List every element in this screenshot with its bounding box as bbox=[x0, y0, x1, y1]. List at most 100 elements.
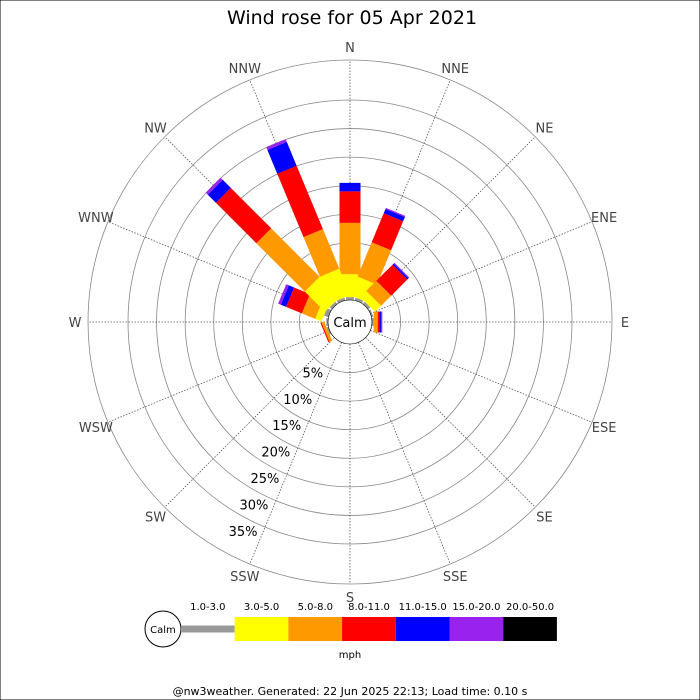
bar-NNW-11.0-15.0 bbox=[267, 141, 297, 174]
calm-circle bbox=[327, 299, 373, 345]
bar-WSW-5.0-8.0 bbox=[321, 321, 333, 342]
bar-NNE-1.0-3.0 bbox=[354, 297, 364, 304]
bar-WSW-1.0-3.0 bbox=[326, 326, 332, 335]
bar-NW-5.0-8.0 bbox=[256, 228, 320, 292]
bar-WNW-11.0-15.0 bbox=[280, 285, 295, 307]
bar-NW-15.0-20.0 bbox=[205, 177, 223, 195]
spoke-SSW bbox=[249, 342, 342, 565]
bar-E-1.0-3.0 bbox=[372, 318, 374, 326]
ring-outer bbox=[87, 59, 613, 585]
direction-label-N: N bbox=[345, 41, 355, 56]
direction-label-SW: SW bbox=[145, 511, 166, 526]
ring-label-35%: 35% bbox=[229, 525, 258, 540]
bar-NNE-5.0-8.0 bbox=[357, 242, 392, 285]
bar-NNE-15.0-20.0 bbox=[385, 207, 406, 217]
ring-label-10%: 10% bbox=[283, 393, 312, 408]
bar-E-11.0-15.0 bbox=[379, 311, 382, 333]
chart-title: Wind rose for 05 Apr 2021 bbox=[227, 7, 477, 29]
bar-WNW-8.0-11.0 bbox=[286, 287, 310, 314]
bar-N-5.0-8.0 bbox=[339, 222, 361, 275]
legend-swatch-5.0-8.0 bbox=[288, 617, 343, 641]
bar-NNW-1.0-3.0 bbox=[336, 297, 346, 304]
direction-bars bbox=[205, 139, 410, 343]
ring-label-5%: 5% bbox=[302, 366, 323, 381]
legend-swatch-8.0-11.0 bbox=[342, 617, 396, 641]
direction-labels: N NNE NE ENE E ESE SE SSE S SSW SW WSW W WNW NW NNW bbox=[69, 41, 630, 606]
spoke-SW bbox=[164, 337, 335, 508]
ring-label-25%: 25% bbox=[250, 472, 279, 487]
spoke-SSE bbox=[358, 342, 451, 565]
direction-label-SSW: SSW bbox=[230, 570, 260, 585]
direction-label-ESE: ESE bbox=[592, 421, 617, 436]
bar-NW-3.0-5.0 bbox=[304, 276, 340, 312]
legend-label-20.0-50.0: 20.0-50.0 bbox=[506, 602, 554, 613]
ring-labels: 5% 10% 15% 20% 25% 30% 35% bbox=[229, 366, 324, 539]
bar-E-5.0-8.0 bbox=[373, 311, 378, 333]
legend-unit: mph bbox=[339, 650, 361, 661]
legend-swatch-15.0-20.0 bbox=[449, 617, 504, 641]
direction-label-NNE: NNE bbox=[441, 62, 469, 77]
direction-label-WSW: WSW bbox=[79, 421, 113, 436]
bar-W-1.0-3.0 bbox=[326, 318, 328, 326]
bar-WNW-15.0-20.0 bbox=[278, 284, 289, 305]
calm-label: Calm bbox=[333, 316, 366, 331]
bar-NNW-5.0-8.0 bbox=[303, 229, 340, 277]
ring-label-15%: 15% bbox=[272, 419, 301, 434]
direction-label-W: W bbox=[69, 316, 82, 331]
bar-NW-1.0-3.0 bbox=[329, 301, 338, 310]
bar-ENE-1.0-3.0 bbox=[368, 309, 374, 318]
footer-text: @nw3weather. Generated: 22 Jun 2025 22:1… bbox=[173, 685, 528, 698]
bar-NE-1.0-3.0 bbox=[362, 301, 371, 310]
legend-label-5.0-8.0: 5.0-8.0 bbox=[298, 602, 333, 613]
bar-NNW-15.0-20.0 bbox=[266, 139, 287, 150]
bar-NE-15.0-20.0 bbox=[393, 262, 410, 279]
legend-calm-label: Calm bbox=[150, 625, 176, 636]
bar-E-8.0-11.0 bbox=[377, 311, 380, 333]
calm-center: Calm bbox=[327, 299, 373, 345]
direction-label-SE: SE bbox=[536, 511, 552, 526]
spoke-ESE bbox=[370, 330, 593, 423]
ring-label-20%: 20% bbox=[261, 446, 290, 461]
bar-N-8.0-11.0 bbox=[339, 191, 361, 223]
bar-NNE-8.0-11.0 bbox=[371, 213, 404, 251]
bar-WNW-1.0-3.0 bbox=[323, 308, 332, 318]
ring-25% bbox=[184, 156, 516, 488]
legend-label-11.0-15.0: 11.0-15.0 bbox=[399, 602, 447, 613]
direction-label-ENE: ENE bbox=[591, 211, 617, 226]
direction-label-S: S bbox=[346, 591, 354, 606]
direction-label-E: E bbox=[621, 316, 629, 331]
bar-NE-11.0-15.0 bbox=[392, 263, 409, 280]
direction-label-SSE: SSE bbox=[443, 570, 468, 585]
direction-label-NE: NE bbox=[536, 122, 554, 137]
legend-label-15.0-20.0: 15.0-20.0 bbox=[452, 602, 500, 613]
bar-NE-8.0-11.0 bbox=[376, 264, 408, 296]
spoke-SE bbox=[365, 337, 536, 508]
legend-swatch-20.0-50.0 bbox=[503, 617, 557, 641]
direction-label-WNW: WNW bbox=[78, 211, 114, 226]
bar-E-15.0-20.0 bbox=[381, 311, 383, 333]
legend-label-1.0-3.0: 1.0-3.0 bbox=[190, 602, 225, 613]
legend-label-8.0-11.0: 8.0-11.0 bbox=[348, 602, 390, 613]
ring-35% bbox=[127, 99, 573, 545]
bar-NNE-11.0-15.0 bbox=[383, 209, 405, 222]
spoke-WSW bbox=[107, 330, 330, 423]
bar-NE-3.0-5.0 bbox=[360, 290, 382, 312]
bar-N-1.0-3.0 bbox=[346, 297, 354, 300]
bar-WSW-8.0-11.0 bbox=[320, 322, 330, 343]
bar-NW-8.0-11.0 bbox=[215, 187, 272, 244]
bar-NNW-3.0-5.0 bbox=[319, 268, 351, 304]
legend-swatch-11.0-15.0 bbox=[395, 617, 450, 641]
ring-label-30%: 30% bbox=[239, 498, 268, 513]
direction-label-NW: NW bbox=[144, 122, 167, 137]
direction-label-NNW: NNW bbox=[229, 62, 261, 77]
bar-NNW-8.0-11.0 bbox=[277, 165, 323, 238]
legend-label-3.0-5.0: 3.0-5.0 bbox=[244, 602, 279, 613]
speed-legend: Calm 1.0-3.0 3.0-5.0 5.0-8.0 8.0-11.0 11.0-1… bbox=[144, 602, 557, 661]
legend-swatch-3.0-5.0 bbox=[234, 617, 289, 641]
bar-NE-5.0-8.0 bbox=[366, 280, 392, 306]
bar-NW-11.0-15.0 bbox=[207, 179, 231, 203]
legend-bins: 1.0-3.0 3.0-5.0 5.0-8.0 8.0-11.0 11.0-15.0 15… bbox=[181, 602, 557, 641]
spoke-ENE bbox=[370, 221, 593, 314]
